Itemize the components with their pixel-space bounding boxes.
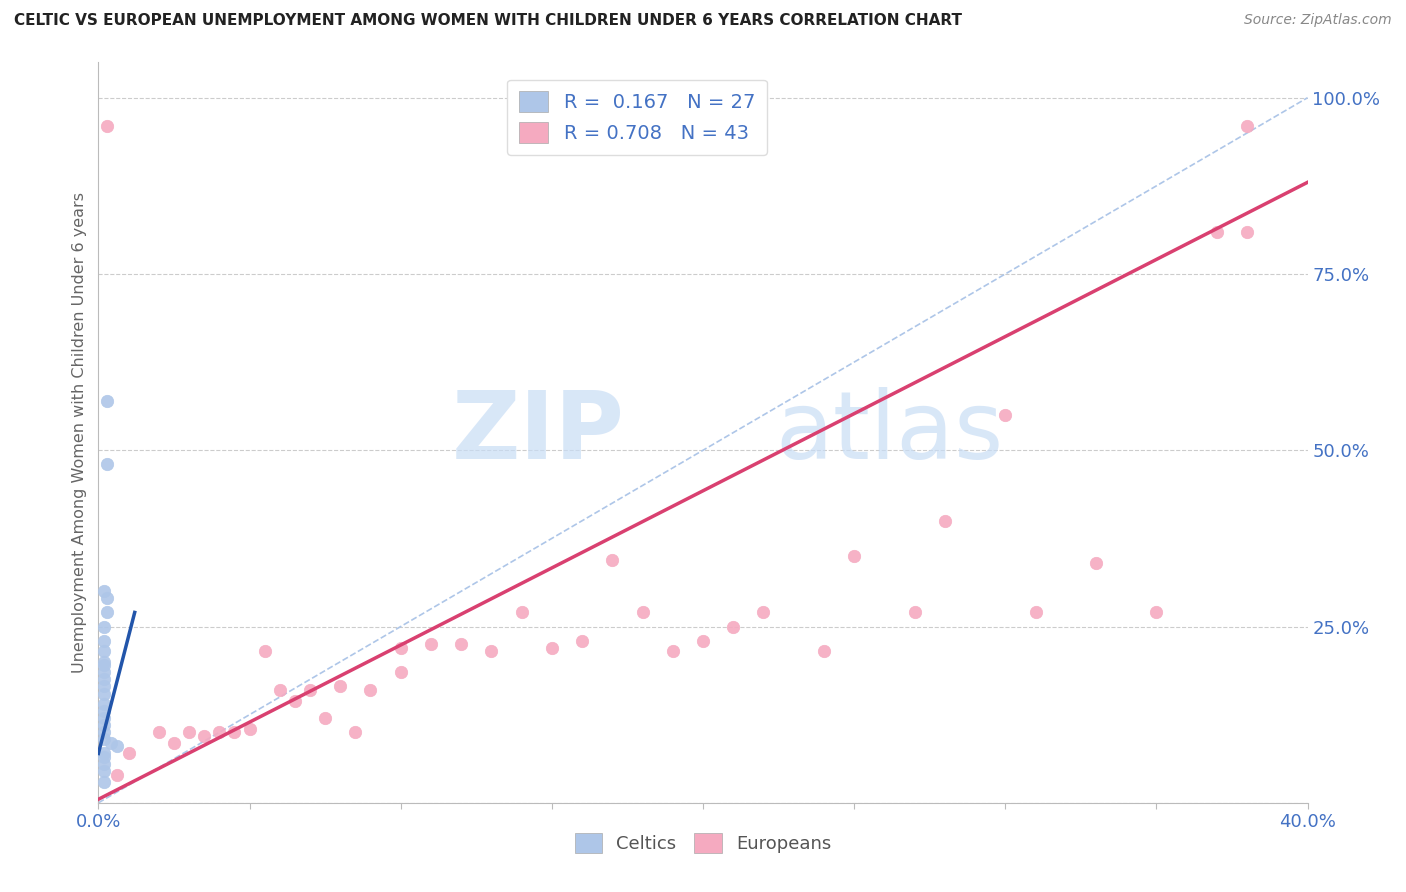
Point: [389, 640, 412, 655]
Point: [179, 725, 201, 739]
Point: [481, 644, 503, 658]
Point: [100, 736, 122, 750]
Point: [752, 606, 775, 620]
Point: [224, 725, 246, 739]
Y-axis label: Unemployment Among Women with Children Under 6 years: Unemployment Among Women with Children U…: [72, 192, 87, 673]
Point: [96, 591, 118, 606]
Point: [96, 393, 118, 408]
Point: [813, 644, 835, 658]
Point: [93, 680, 115, 694]
Point: [118, 747, 141, 761]
Point: [148, 725, 170, 739]
Point: [299, 683, 322, 698]
Text: CELTIC VS EUROPEAN UNEMPLOYMENT AMONG WOMEN WITH CHILDREN UNDER 6 YEARS CORRELAT: CELTIC VS EUROPEAN UNEMPLOYMENT AMONG WO…: [14, 13, 962, 29]
Text: Source: ZipAtlas.com: Source: ZipAtlas.com: [1244, 13, 1392, 28]
Point: [314, 711, 336, 725]
Point: [329, 680, 352, 694]
Point: [269, 683, 291, 698]
Point: [602, 552, 624, 566]
Point: [253, 644, 276, 658]
Point: [96, 119, 118, 133]
Point: [96, 458, 118, 472]
Point: [844, 549, 866, 563]
Point: [93, 644, 115, 658]
Point: [994, 408, 1017, 422]
Point: [93, 747, 115, 761]
Point: [93, 697, 115, 711]
Point: [93, 655, 115, 669]
Point: [420, 637, 443, 651]
Point: [93, 711, 115, 725]
Point: [360, 683, 382, 698]
Point: [450, 637, 472, 651]
Point: [93, 718, 115, 732]
Point: [93, 750, 115, 764]
Point: [93, 704, 115, 718]
Point: [934, 514, 956, 528]
Point: [93, 764, 115, 778]
Point: [389, 665, 412, 680]
Point: [1085, 556, 1108, 570]
Text: ZIP: ZIP: [451, 386, 624, 479]
Point: [93, 633, 115, 648]
Point: [723, 619, 745, 633]
Point: [904, 606, 927, 620]
Point: [284, 693, 307, 707]
Point: [93, 673, 115, 687]
Point: [93, 725, 115, 739]
Point: [1206, 225, 1229, 239]
Point: [1144, 606, 1167, 620]
Point: [571, 633, 593, 648]
Point: [239, 722, 262, 736]
Point: [93, 665, 115, 680]
Point: [208, 725, 231, 739]
Point: [193, 729, 215, 743]
Point: [510, 606, 533, 620]
Point: [93, 658, 115, 673]
Point: [540, 640, 562, 655]
Point: [1236, 225, 1258, 239]
Point: [93, 732, 115, 747]
Legend: Celtics, Europeans: Celtics, Europeans: [568, 826, 838, 861]
Point: [661, 644, 683, 658]
Point: [93, 619, 115, 633]
Point: [105, 739, 128, 754]
Point: [93, 686, 115, 700]
Point: [96, 606, 118, 620]
Point: [105, 767, 128, 781]
Point: [1024, 606, 1046, 620]
Point: [344, 725, 367, 739]
Text: atlas: atlas: [776, 386, 1004, 479]
Point: [631, 606, 654, 620]
Point: [93, 584, 115, 599]
Point: [692, 633, 714, 648]
Point: [93, 757, 115, 772]
Point: [93, 774, 115, 789]
Point: [1236, 119, 1258, 133]
Point: [163, 736, 186, 750]
